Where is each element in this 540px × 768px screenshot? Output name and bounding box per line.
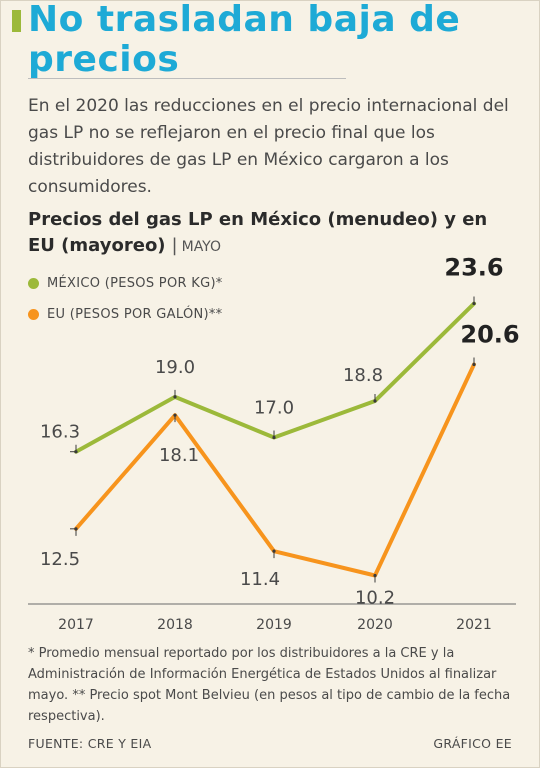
legend-dot-eu [28, 308, 39, 320]
chart-title-main: Precios del gas LP en México (menudeo) y… [28, 209, 488, 256]
data-label-mexico-2017: 16.3 [40, 422, 80, 443]
legend-dot-mexico [28, 277, 39, 289]
data-point-0-0 [74, 450, 78, 454]
data-point-1-4 [472, 362, 476, 367]
data-label-eu-2020: 10.2 [355, 588, 395, 609]
x-tick-label-2018: 2018 [157, 617, 193, 633]
x-tick-label-2020: 2020 [357, 617, 393, 633]
data-label-eu-2018: 18.1 [159, 445, 199, 466]
data-label-eu-2017: 12.5 [40, 549, 80, 570]
chart-title-sub: MAYO [181, 239, 221, 255]
legend-label-eu: EU (PESOS POR GALÓN)** [47, 306, 223, 322]
legend-item-eu: EU (PESOS POR GALÓN)** [28, 303, 223, 325]
data-point-1-1 [173, 413, 177, 417]
title-accent-bar [12, 10, 21, 32]
legend-item-mexico: MÉXICO (PESOS POR KG)* [28, 272, 223, 294]
data-label-mexico-2018: 19.0 [155, 357, 195, 378]
data-label-mexico-2020: 18.8 [343, 365, 383, 386]
series-line-eu [74, 362, 476, 578]
x-tick-label-2017: 2017 [58, 617, 94, 633]
legend: MÉXICO (PESOS POR KG)* EU (PESOS POR GAL… [28, 272, 223, 334]
data-point-1-2 [272, 549, 276, 553]
source-note: FUENTE: CRE Y EIA [28, 736, 152, 751]
x-tick-label-2019: 2019 [256, 617, 292, 633]
data-label-mexico-2021: 23.6 [444, 254, 503, 282]
legend-label-mexico: MÉXICO (PESOS POR KG)* [47, 275, 223, 291]
series-line-mexico [74, 301, 476, 454]
footnotes: * Promedio mensual reportado por los dis… [28, 646, 511, 724]
data-point-0-1 [173, 395, 177, 399]
x-tick-label-2021: 2021 [456, 617, 492, 633]
chart-title: Precios del gas LP en México (menudeo) y… [28, 207, 518, 260]
chart-title-separator: | [171, 235, 178, 256]
data-label-mexico-2019: 17.0 [254, 398, 294, 419]
page-title: No trasladan baja de precios [28, 0, 461, 80]
data-label-eu-2021: 20.6 [460, 320, 519, 348]
data-point-1-3 [373, 573, 377, 578]
data-point-0-3 [373, 399, 377, 403]
data-label-eu-2019: 11.4 [240, 569, 280, 590]
data-point-0-4 [472, 301, 476, 306]
title-divider [28, 78, 346, 79]
credit-note: GRÁFICO EE [433, 736, 512, 751]
intro-text: En el 2020 las reducciones en el precio … [28, 96, 509, 197]
data-point-1-0 [74, 527, 78, 531]
data-point-0-2 [272, 435, 276, 440]
